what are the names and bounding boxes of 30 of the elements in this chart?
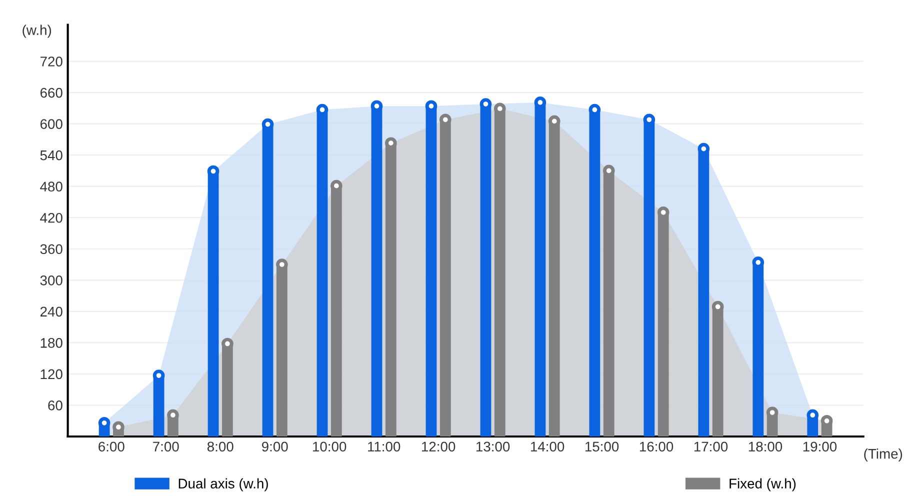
legend-label: Dual axis (w.h): [178, 478, 268, 492]
x-tick-label: 12:00: [422, 442, 456, 452]
legend-label: Fixed (w.h): [730, 478, 796, 492]
y-tick-label: 240: [40, 306, 62, 317]
y-tick-label: 720: [40, 56, 62, 66]
x-tick-label: 11:00: [368, 442, 400, 452]
y-axis-title: (w.h): [22, 24, 52, 38]
x-tick-label: 13:00: [476, 442, 510, 452]
y-tick-label: 660: [40, 88, 62, 98]
x-tick-label: 15:00: [585, 442, 619, 452]
x-tick-label: 16:00: [640, 442, 674, 452]
y-tick-label: 120: [40, 369, 62, 380]
x-tick-label: 9:00: [262, 442, 288, 452]
x-tick-label: 7:00: [153, 442, 179, 452]
x-tick-label: 18:00: [748, 442, 782, 452]
x-tick-label: 19:00: [803, 442, 837, 452]
x-tick-label: 14:00: [530, 442, 564, 452]
x-tick-label: 10:00: [313, 442, 346, 452]
y-tick-label: 600: [40, 119, 62, 129]
x-tick-label: 8:00: [207, 442, 234, 452]
x-tick-label: 6:00: [98, 442, 124, 452]
y-tick-label: 300: [40, 275, 62, 286]
y-tick-label: 180: [40, 338, 62, 348]
y-tick-label: 480: [40, 182, 62, 192]
x-axis-title: (Time): [864, 448, 902, 462]
y-tick-label: 60: [48, 400, 62, 410]
x-tick-label: 17:00: [694, 442, 728, 452]
y-tick-label: 360: [40, 244, 62, 254]
y-tick-label: 420: [40, 212, 62, 223]
y-tick-label: 540: [40, 150, 62, 160]
